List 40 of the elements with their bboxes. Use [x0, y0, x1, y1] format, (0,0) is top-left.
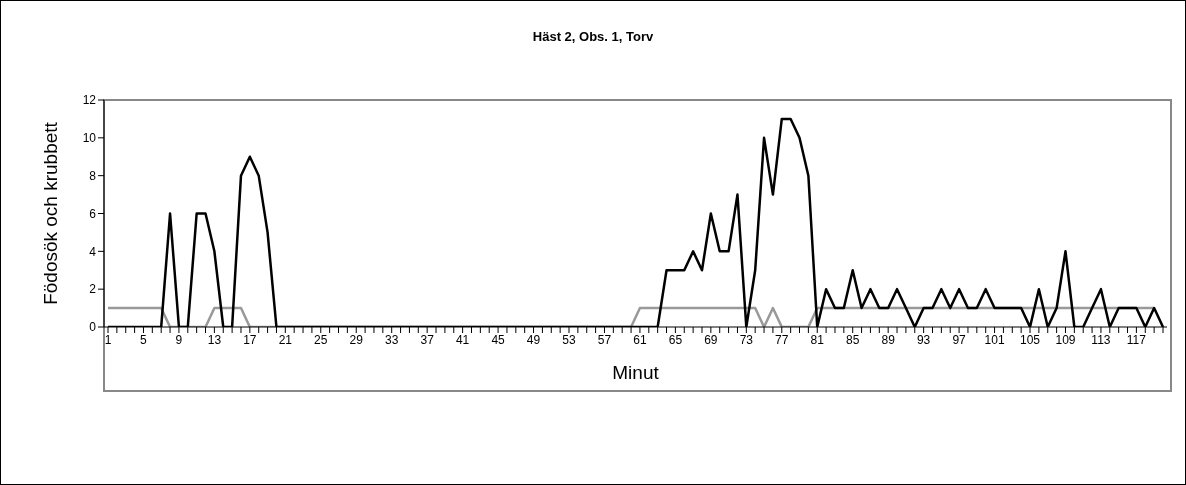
x-axis-title: Minut	[612, 362, 660, 383]
x-tick-label: 109	[1055, 332, 1076, 347]
y-tick-label: 0	[89, 320, 97, 335]
x-tick-label: 77	[775, 332, 789, 347]
y-tick-label: 8	[89, 168, 97, 183]
x-tick-label: 9	[175, 332, 183, 347]
x-tick-label: 93	[916, 332, 931, 347]
x-tick-label: 105	[1020, 332, 1041, 347]
x-tick-label: 89	[881, 332, 896, 347]
x-tick-label: 29	[349, 332, 364, 347]
x-tick-label: 61	[633, 332, 647, 347]
x-tick-label: 73	[739, 332, 754, 347]
x-tick-label: 69	[704, 332, 718, 347]
y-axis-title: Födosök och krubbett	[39, 121, 61, 305]
x-tick-label: 97	[952, 332, 967, 347]
x-tick-label: 41	[455, 332, 470, 347]
chart-title: Häst 2, Obs. 1, Torv	[531, 29, 655, 44]
x-tick-label: 17	[243, 332, 257, 347]
x-tick-label: 33	[385, 332, 399, 347]
y-tick-label: 12	[82, 93, 97, 108]
x-tick-label: 101	[984, 332, 1005, 347]
x-tick-label: 65	[668, 332, 683, 347]
x-tick-label: 117	[1126, 332, 1147, 347]
y-tick-label: 2	[89, 282, 97, 297]
x-tick-label: 5	[140, 332, 148, 347]
x-tick-label: 53	[562, 332, 576, 347]
x-tick-label: 37	[420, 332, 435, 347]
x-tick-label: 57	[597, 332, 612, 347]
y-tick-label: 10	[82, 131, 97, 146]
x-tick-label: 25	[314, 332, 328, 347]
x-tick-label: 21	[278, 332, 293, 347]
x-tick-label: 85	[846, 332, 860, 347]
x-tick-label: 45	[491, 332, 506, 347]
x-tick-label: 1	[104, 332, 112, 347]
y-tick-label: 6	[89, 206, 97, 221]
x-tick-label: 49	[526, 332, 541, 347]
x-tick-label: 13	[207, 332, 222, 347]
y-tick-label: 4	[89, 244, 97, 259]
x-tick-label: 81	[810, 332, 825, 347]
x-tick-label: 113	[1091, 332, 1111, 347]
